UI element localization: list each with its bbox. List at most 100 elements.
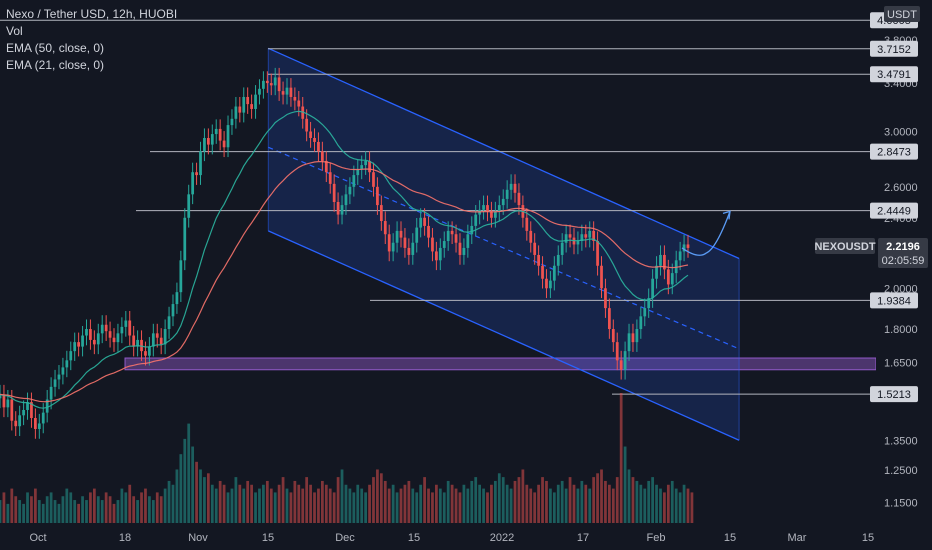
volume-bar [53, 500, 57, 523]
candle-body [529, 230, 533, 243]
legend-ema-50[interactable]: EMA (50, close, 0) [6, 41, 105, 55]
volume-bar [183, 438, 187, 523]
candle-body [423, 217, 426, 226]
volume-bar [199, 469, 202, 523]
candle-body [344, 194, 348, 206]
channel-mid-line [268, 146, 740, 350]
candle-body [497, 205, 501, 212]
candle-body [273, 77, 277, 86]
candle-body [144, 351, 147, 356]
volume-bar [214, 488, 218, 523]
volume-bar [356, 484, 360, 523]
time-tick-label: Dec [335, 532, 355, 544]
candle-body [57, 374, 61, 380]
volume-bar [34, 488, 37, 523]
candle-body [2, 394, 6, 408]
channel-layer [267, 47, 740, 441]
candle-body [663, 254, 666, 270]
support-zone-layer [124, 357, 877, 371]
time-tick-label: 15 [262, 532, 274, 544]
price-axis-background [876, 0, 932, 550]
volume-bar [419, 484, 423, 523]
volume-bar [643, 488, 647, 523]
legend-symbol[interactable]: Nexo / Tether USD, 12h, HUOBI [6, 7, 178, 21]
volume-bar [611, 488, 615, 523]
candle-body [686, 244, 690, 248]
volume-bar [262, 484, 265, 523]
candle-body [545, 278, 548, 289]
candle-body [175, 292, 179, 305]
time-tick-label: 15 [724, 532, 736, 544]
time-tick-label: 15 [408, 532, 420, 544]
candle-body [655, 265, 658, 279]
volume-bar [509, 488, 513, 523]
ema-21-line [0, 110, 689, 409]
candle-body [356, 169, 360, 176]
volume-bar [533, 492, 537, 523]
volume-bar [600, 469, 603, 523]
candle-body [336, 201, 340, 215]
candle-body [30, 402, 33, 419]
level-price-tag [870, 292, 918, 309]
candle-body [525, 217, 529, 231]
candle-body [490, 211, 493, 218]
legend-ema-21[interactable]: EMA (21, close, 0) [6, 58, 105, 72]
candle-body [383, 221, 387, 235]
candle-body [462, 247, 466, 255]
time-tick-label: 17 [577, 532, 589, 544]
volume-bar [238, 484, 242, 523]
legend-volume[interactable]: Vol [6, 24, 23, 38]
volume-bar [470, 480, 474, 523]
volume-bar [41, 503, 45, 523]
volume-bar [128, 484, 132, 523]
level-price-tag [870, 66, 918, 83]
candle-body [403, 237, 407, 248]
candle-body [222, 140, 226, 148]
candle-body [277, 77, 281, 92]
volume-bar [383, 480, 387, 523]
candle-body [151, 333, 155, 347]
channel-fill [268, 48, 740, 441]
volume-bar [411, 488, 415, 523]
volume-bar [77, 503, 81, 523]
candle-body [666, 269, 670, 285]
volume-bar [85, 500, 88, 523]
candle-body [419, 217, 423, 228]
volume-bar [682, 484, 686, 523]
volume-bar [674, 488, 678, 523]
candle-body [549, 280, 552, 289]
candle-body [203, 137, 206, 152]
volume-bar [305, 477, 309, 523]
volume-bar [155, 492, 159, 523]
symbol-label: NEXOUSDT [814, 241, 875, 253]
candle-body [407, 247, 411, 255]
candle-body [262, 80, 265, 89]
candle-body [435, 251, 438, 261]
candle-body [218, 128, 222, 141]
candle-body [45, 399, 49, 413]
time-tick-label: Feb [647, 532, 666, 544]
volume-bar [277, 484, 281, 523]
volume-bar [57, 503, 61, 523]
volume-bar [2, 492, 6, 523]
candle-body [77, 342, 81, 347]
candle-body [560, 242, 564, 255]
candle-body [607, 308, 611, 330]
volume-bar [104, 492, 108, 523]
volume-bar [659, 488, 662, 523]
candle-body [623, 351, 627, 370]
volume-bar [670, 480, 674, 523]
candle-body [269, 83, 273, 86]
volume-bar [336, 477, 340, 523]
volume-bar [222, 484, 226, 523]
candle-body [682, 244, 686, 252]
candle-body [332, 183, 336, 202]
candle-body [242, 96, 246, 113]
candle-body [34, 418, 37, 429]
volume-bar [368, 484, 371, 523]
candle-body [427, 225, 430, 238]
candle-body [454, 234, 458, 243]
